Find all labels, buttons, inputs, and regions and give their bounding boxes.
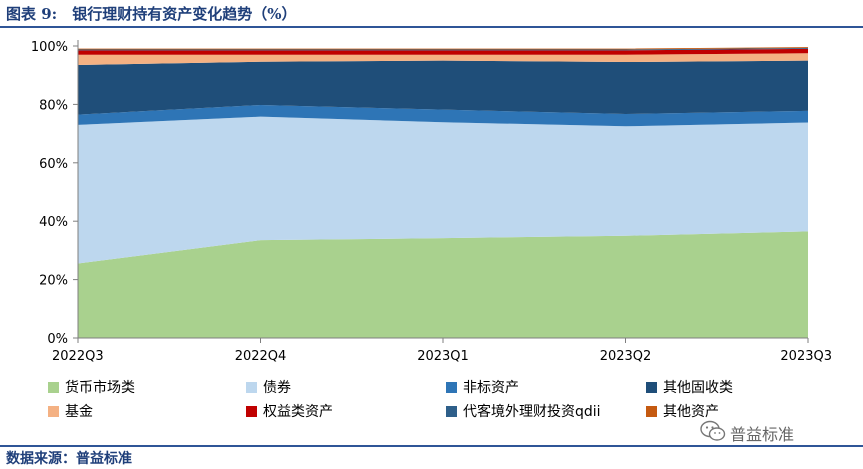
watermark-text: 普益标准 — [730, 425, 795, 444]
area-series-7 — [78, 48, 808, 51]
legend-swatch-5 — [48, 406, 59, 417]
x-tick-label: 2023Q3 — [780, 349, 832, 364]
x-tick-label: 2023Q2 — [600, 349, 652, 364]
y-tick-label: 60% — [39, 157, 68, 172]
legend-label-1: 货币市场类 — [65, 379, 135, 396]
area-series-4 — [78, 60, 808, 115]
watermark: 普益标准 — [700, 420, 850, 444]
y-tick-label: 100% — [31, 40, 68, 55]
legend-swatch-1 — [48, 382, 59, 393]
wechat-icon — [700, 420, 726, 441]
area-series-1 — [78, 231, 808, 338]
legend-label-4: 其他固收类 — [663, 380, 733, 396]
legend-swatch-2 — [246, 382, 257, 393]
legend-swatch-7 — [446, 406, 457, 417]
x-tick-label: 2023Q1 — [417, 349, 469, 364]
legend-label-8: 其他资产 — [663, 404, 719, 420]
legend-label-5: 基金 — [65, 403, 93, 420]
area-series-3 — [78, 104, 808, 127]
area-series-8 — [78, 47, 808, 50]
y-tick-label: 40% — [39, 215, 68, 230]
legend-swatch-8 — [646, 406, 657, 417]
title-rule — [0, 26, 863, 28]
figure-title-bar: 图表 9: 银行理财持有资产变化趋势（%） — [0, 0, 863, 26]
legend-label-2: 债券 — [263, 380, 291, 396]
area-series-5 — [78, 53, 808, 65]
area-series-2 — [78, 116, 808, 264]
legend-swatch-4 — [646, 382, 657, 393]
y-tick-label: 20% — [39, 274, 68, 289]
x-tick-label: 2022Q3 — [52, 349, 104, 364]
legend-label-6: 权益类资产 — [263, 404, 333, 420]
data-source: 数据来源：普益标准 — [6, 451, 132, 467]
figure-title: 图表 9: 银行理财持有资产变化趋势（%） — [6, 5, 297, 23]
x-tick-label: 2022Q4 — [235, 349, 287, 364]
y-tick-label: 80% — [39, 98, 68, 113]
stacked-area-chart: 0% 20% 40% 60% 80% 100% 2022Q3 2022Q4 2023Q1 2023… — [31, 40, 832, 420]
y-tick-label: 0% — [47, 332, 68, 347]
legend-swatch-3 — [446, 382, 457, 393]
legend-swatch-6 — [246, 406, 257, 417]
source-rule — [0, 445, 863, 447]
legend-label-3: 非标资产 — [463, 380, 519, 396]
legend-label-7: 代客境外理财投资qdii — [463, 403, 601, 420]
